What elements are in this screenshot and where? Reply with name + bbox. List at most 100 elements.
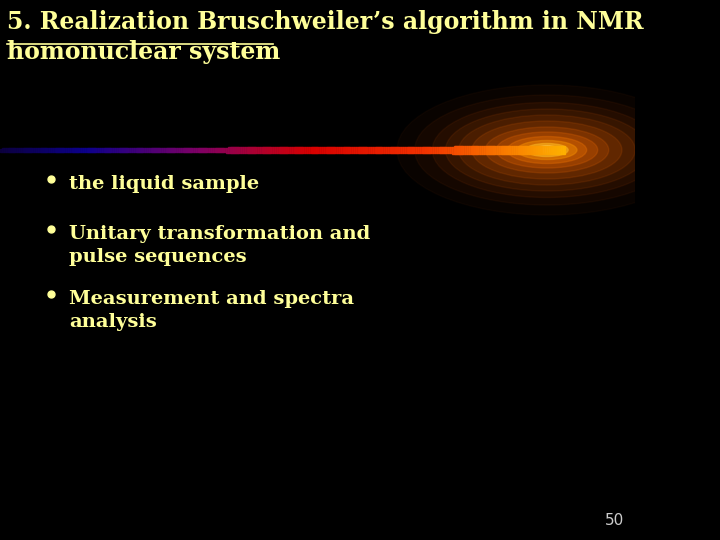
Bar (407, 147, 409, 153)
Bar (173, 148, 176, 152)
Bar (179, 148, 181, 152)
Bar (410, 147, 413, 153)
Bar (399, 147, 401, 153)
Bar (212, 147, 215, 152)
Bar (233, 147, 235, 152)
Bar (442, 146, 444, 153)
Bar (436, 146, 439, 153)
Ellipse shape (397, 85, 697, 215)
Text: Unitary transformation and: Unitary transformation and (69, 225, 370, 243)
Bar (203, 147, 206, 152)
Bar (341, 147, 343, 153)
Bar (190, 147, 192, 152)
Bar (305, 147, 307, 153)
Bar (365, 147, 367, 153)
Bar (92, 148, 94, 152)
Bar (433, 146, 435, 153)
Bar (104, 148, 106, 152)
Bar (267, 147, 269, 153)
Bar (469, 146, 471, 153)
Bar (246, 147, 249, 153)
Bar (422, 147, 424, 153)
Bar (160, 148, 162, 152)
Bar (416, 147, 418, 153)
Bar (463, 146, 465, 153)
Bar (557, 146, 559, 154)
Bar (508, 146, 510, 154)
Bar (450, 146, 452, 153)
Bar (312, 147, 315, 153)
Bar (218, 147, 220, 152)
Bar (503, 146, 505, 154)
Bar (333, 147, 336, 153)
Bar (286, 147, 289, 153)
Bar (315, 147, 317, 153)
Bar (128, 148, 130, 152)
Bar (158, 148, 161, 152)
Bar (228, 147, 230, 152)
Bar (310, 147, 313, 153)
Bar (85, 148, 87, 152)
Bar (37, 148, 40, 152)
Bar (435, 146, 437, 153)
Bar (451, 146, 454, 153)
Bar (6, 148, 8, 152)
Bar (47, 148, 50, 152)
Bar (490, 146, 492, 154)
Bar (392, 147, 394, 153)
Bar (446, 146, 449, 153)
Bar (96, 148, 99, 152)
Bar (243, 147, 245, 153)
Bar (514, 146, 516, 154)
Bar (356, 147, 358, 153)
Bar (12, 148, 14, 152)
Bar (175, 148, 177, 152)
Bar (441, 146, 443, 153)
Bar (500, 146, 503, 154)
Bar (316, 147, 318, 153)
Bar (429, 146, 431, 153)
Bar (58, 148, 60, 152)
Bar (9, 148, 12, 152)
Bar (318, 147, 320, 153)
Bar (480, 146, 482, 153)
Bar (27, 148, 29, 152)
Bar (320, 147, 323, 153)
Bar (202, 147, 204, 152)
Bar (232, 147, 234, 152)
Ellipse shape (540, 148, 554, 152)
Bar (235, 147, 238, 152)
Bar (549, 146, 552, 154)
Bar (390, 147, 392, 153)
Bar (279, 147, 281, 153)
Ellipse shape (508, 137, 587, 164)
Bar (153, 148, 155, 152)
Bar (548, 146, 550, 154)
Bar (81, 148, 84, 152)
Bar (192, 147, 194, 152)
Bar (19, 148, 21, 152)
Bar (194, 147, 196, 152)
Bar (420, 147, 422, 153)
Bar (217, 147, 219, 152)
Bar (22, 148, 25, 152)
Text: homonuclear system: homonuclear system (7, 40, 280, 64)
Bar (297, 147, 300, 153)
Bar (512, 146, 514, 154)
Bar (256, 147, 258, 153)
Bar (241, 147, 243, 153)
Bar (561, 146, 563, 154)
Bar (156, 148, 158, 152)
Bar (527, 146, 529, 154)
Bar (472, 146, 474, 153)
Bar (335, 147, 337, 153)
Bar (134, 148, 136, 152)
Bar (292, 147, 294, 153)
Bar (397, 147, 400, 153)
Bar (328, 147, 330, 153)
Bar (280, 147, 283, 153)
Bar (122, 148, 125, 152)
Text: the liquid sample: the liquid sample (69, 175, 259, 193)
Bar (470, 146, 473, 153)
Bar (301, 147, 303, 153)
